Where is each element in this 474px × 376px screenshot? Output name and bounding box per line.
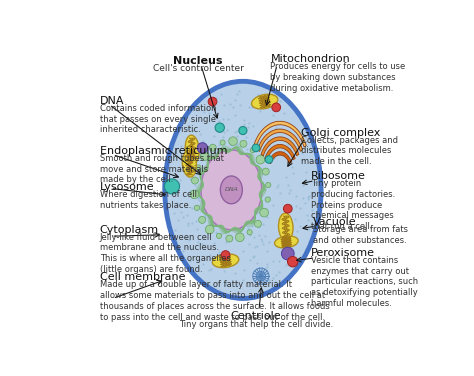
Circle shape	[197, 143, 208, 153]
Circle shape	[164, 179, 180, 194]
Circle shape	[200, 152, 209, 161]
Text: Cell's control center: Cell's control center	[153, 64, 244, 73]
Circle shape	[239, 126, 247, 135]
Text: Vesicle that contains
enzymes that carry out
particular reactions, such
as detox: Vesicle that contains enzymes that carry…	[311, 256, 418, 308]
Ellipse shape	[185, 135, 199, 164]
Text: Nucleus: Nucleus	[173, 56, 223, 66]
Ellipse shape	[274, 236, 298, 248]
Text: Made up of a double layer of fatty material. It
allows some materials to pass in: Made up of a double layer of fatty mater…	[100, 280, 329, 322]
Circle shape	[272, 103, 281, 112]
Text: DNA: DNA	[100, 96, 124, 106]
Text: Peroxisome: Peroxisome	[311, 248, 375, 258]
Circle shape	[250, 147, 255, 153]
Text: Contains coded information
that passes on every single
inherited characteristic.: Contains coded information that passes o…	[100, 104, 216, 134]
Polygon shape	[257, 129, 302, 152]
Ellipse shape	[279, 213, 293, 241]
Text: Tiny organs that help the cell divide.: Tiny organs that help the cell divide.	[179, 320, 333, 329]
Text: Centriole: Centriole	[231, 311, 281, 321]
Circle shape	[199, 216, 206, 223]
Text: Lysosome: Lysosome	[100, 182, 154, 192]
Ellipse shape	[212, 254, 239, 268]
Polygon shape	[254, 121, 306, 147]
Text: DNA: DNA	[225, 187, 238, 193]
Circle shape	[240, 140, 247, 147]
Polygon shape	[265, 144, 295, 160]
Circle shape	[210, 144, 216, 151]
Circle shape	[208, 97, 217, 106]
Text: Where digestion of cell
nutrients takes place.: Where digestion of cell nutrients takes …	[100, 190, 197, 210]
Text: Ribosome: Ribosome	[311, 171, 366, 181]
Circle shape	[226, 235, 233, 242]
Circle shape	[255, 220, 262, 227]
Text: Endoplasmic reticulum: Endoplasmic reticulum	[100, 146, 227, 156]
Text: Golgi complex: Golgi complex	[301, 127, 380, 138]
Circle shape	[215, 123, 224, 132]
Polygon shape	[261, 137, 299, 156]
Text: Cytoplasm: Cytoplasm	[100, 224, 159, 235]
Circle shape	[252, 144, 260, 152]
Text: Storage area from fats
and other substances.: Storage area from fats and other substan…	[313, 226, 408, 245]
Text: Mitochondrion: Mitochondrion	[271, 55, 350, 64]
Circle shape	[265, 182, 271, 188]
Circle shape	[205, 225, 214, 234]
Text: Tiny protein
producing factories.
Proteins produce
chemical messages
that run a : Tiny protein producing factories. Protei…	[311, 179, 395, 231]
Circle shape	[191, 177, 199, 184]
Circle shape	[260, 208, 268, 217]
Ellipse shape	[252, 94, 278, 109]
Text: Smooth and rough tubes that
move and store materials
made by the cell.: Smooth and rough tubes that move and sto…	[100, 154, 223, 185]
Ellipse shape	[165, 81, 321, 299]
Circle shape	[221, 251, 230, 259]
Circle shape	[220, 140, 225, 145]
Circle shape	[196, 165, 201, 170]
Text: Produces energy for cells to use
by breaking down substances
during oxidative me: Produces energy for cells to use by brea…	[271, 62, 406, 93]
Text: Collects, packages and
distributes molecules
made in the cell.: Collects, packages and distributes molec…	[301, 136, 398, 166]
Text: Jelly-like fluid between cell
membrane and the nucleus.
This is where all the or: Jelly-like fluid between cell membrane a…	[100, 233, 230, 274]
Circle shape	[265, 156, 273, 163]
Ellipse shape	[201, 150, 262, 230]
Circle shape	[190, 190, 199, 199]
Ellipse shape	[220, 176, 242, 204]
Circle shape	[217, 233, 222, 238]
Polygon shape	[268, 152, 292, 164]
Circle shape	[194, 205, 200, 211]
Ellipse shape	[182, 150, 196, 177]
Circle shape	[229, 137, 237, 146]
Circle shape	[282, 247, 294, 260]
Text: Vacuole: Vacuole	[313, 217, 356, 227]
Circle shape	[236, 233, 244, 242]
Circle shape	[262, 168, 269, 175]
Circle shape	[288, 256, 298, 267]
Circle shape	[256, 155, 265, 164]
Circle shape	[283, 205, 292, 213]
Text: Cell membrane: Cell membrane	[100, 272, 185, 282]
Circle shape	[247, 230, 252, 235]
Circle shape	[265, 197, 270, 202]
